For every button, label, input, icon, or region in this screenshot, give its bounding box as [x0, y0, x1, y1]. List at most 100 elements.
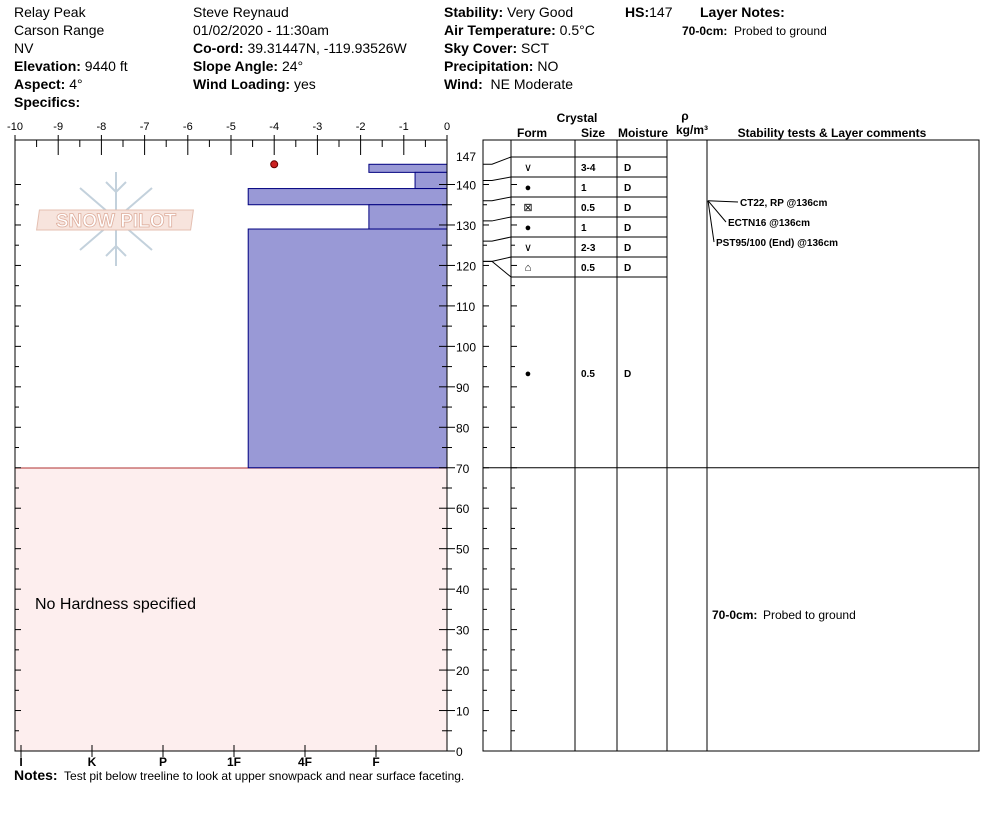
moisture: D	[624, 203, 631, 214]
height-tick-label: 0	[456, 745, 463, 759]
crystal-form-icon: ●	[525, 182, 532, 194]
crystal-size: 0.5	[581, 263, 595, 274]
layer-row: ● 0.5 D	[525, 368, 632, 380]
coord-label: Co-ord:	[193, 40, 244, 56]
hardness-tick-label: P	[159, 755, 167, 769]
observer-name: Steve Reynaud	[193, 4, 289, 20]
header-rho: ρ	[681, 109, 688, 123]
crystal-form-icon: ∨	[524, 162, 532, 174]
temp-tick-label: -7	[140, 121, 150, 133]
coord-value: 39.31447N, -119.93526W	[247, 40, 407, 56]
temp-tick-label: 0	[444, 121, 450, 133]
height-tick-label: 130	[456, 219, 476, 233]
layer-table-frame	[482, 139, 980, 752]
crystal-size: 2-3	[581, 243, 596, 254]
no-hardness-label: No Hardness specified	[35, 596, 196, 613]
height-tick-label: 110	[456, 300, 475, 314]
crystal-size: 0.5	[581, 203, 595, 214]
snow-profile-chart: SNOW PILOT No Hardness specified ∨ 3-4 D ● 1…	[7, 109, 980, 769]
layer-row: ∨ 2-3 D	[524, 242, 631, 254]
height-tick-label: 120	[456, 259, 476, 273]
height-tick-label: 30	[456, 624, 470, 638]
header-crystal: Crystal	[557, 111, 598, 125]
stability-label: Stability:	[444, 4, 504, 20]
stability-row: Stability: Very Good	[444, 3, 595, 21]
site-info: Relay Peak Carson Range NV Elevation: 94…	[14, 3, 128, 111]
elevation-row: Elevation: 9440 ft	[14, 57, 128, 75]
crystal-size: 1	[581, 183, 587, 194]
stability-test-pointer	[707, 200, 739, 203]
layer-notes-entry: 70-0cm: Probed to ground	[682, 24, 827, 38]
hardness-bar-0	[368, 163, 448, 173]
hs-row: HS:147	[625, 3, 672, 21]
moisture: D	[624, 243, 631, 254]
conditions-info: Stability: Very Good Air Temperature: 0.…	[444, 3, 595, 93]
height-tick-label: 20	[456, 664, 470, 678]
wind-loading-row: Wind Loading: yes	[193, 75, 407, 93]
stability-test-pointer	[707, 200, 727, 223]
wind-loading-label: Wind Loading:	[193, 76, 291, 92]
air-temp-value: 0.5°C	[559, 22, 595, 38]
height-tick-label: 60	[456, 502, 470, 516]
notes-row: Notes: Test pit below treeline to look a…	[14, 767, 464, 783]
specifics-row: Specifics:	[14, 93, 128, 111]
elevation-value: 9440 ft	[84, 58, 128, 74]
site-range: Carson Range	[14, 22, 105, 38]
crystal-form-icon: ●	[525, 222, 532, 234]
height-tick-label: 100	[456, 340, 476, 354]
stability-test: PST95/100 (End) @136cm	[716, 238, 838, 249]
hardness-bar-1	[414, 171, 448, 190]
header-size: Size	[581, 126, 605, 140]
crystal-size: 3-4	[581, 163, 596, 174]
aspect-value: 4°	[69, 76, 83, 92]
notes-label: Notes:	[14, 767, 58, 783]
layer-notes-text: Probed to ground	[734, 24, 827, 38]
moisture: D	[624, 263, 631, 274]
sky-value: SCT	[521, 40, 550, 56]
hardness-plot	[14, 139, 448, 752]
hardness-tick-label: I	[19, 755, 22, 769]
height-tick-label: 50	[456, 543, 470, 557]
header-stability-tests: Stability tests & Layer comments	[738, 126, 927, 140]
observer-info: Steve Reynaud 01/02/2020 - 11:30am Co-or…	[193, 3, 407, 93]
temp-tick-label: -1	[399, 121, 409, 133]
site-state: NV	[14, 40, 34, 56]
air-temp-row: Air Temperature: 0.5°C	[444, 21, 595, 39]
slope-label: Slope Angle:	[193, 58, 279, 74]
temp-tick-label: -5	[226, 121, 236, 133]
sky-row: Sky Cover: SCT	[444, 39, 595, 57]
hardness-bar-3	[368, 204, 448, 230]
header-moisture: Moisture	[618, 126, 668, 140]
height-tick-label: 147	[456, 150, 476, 164]
crystal-size: 1	[581, 223, 587, 234]
temperature-point-0	[270, 160, 279, 169]
height-tick-label: 70	[456, 462, 470, 476]
height-tick-label: 10	[456, 705, 470, 719]
header-density-unit: kg/m³	[676, 123, 708, 137]
no-hardness-region	[14, 467, 448, 752]
layer-table: ∨ 3-4 D ● 1 D ⊠ 0.5 D ● 1 D ∨ 2-3 D ⌂ 0.5 D ● 0.5 D	[482, 139, 980, 752]
moisture: D	[624, 183, 631, 194]
hardness-axis: I K P 1F 4F F	[19, 745, 380, 769]
temperature-axis: -10 -9 -8 -7 -6 -5 -4 -3 -2 -1 0	[7, 121, 450, 155]
hs-value: 147	[649, 4, 673, 20]
wind-label: Wind:	[444, 76, 483, 92]
elevation-label: Elevation:	[14, 58, 81, 74]
hardness-bar-2	[247, 188, 448, 206]
wind-loading-value: yes	[293, 76, 316, 92]
hs-label: HS:	[625, 4, 650, 20]
aspect-row: Aspect: 4°	[14, 75, 128, 93]
wind-row: Wind: NE Moderate	[444, 75, 595, 93]
layer-notes-title: Layer Notes:	[700, 4, 785, 20]
layer-row: ⌂ 0.5 D	[525, 262, 632, 274]
precip-label: Precipitation:	[444, 58, 534, 74]
layer-comment-range: 70-0cm:	[712, 608, 757, 622]
layer-row: ⊠ 0.5 D	[523, 202, 631, 214]
hardness-tick-label: 4F	[298, 755, 312, 769]
crystal-form-icon: ∨	[524, 242, 532, 254]
crystal-size: 0.5	[581, 369, 595, 380]
coord-row: Co-ord: 39.31447N, -119.93526W	[193, 39, 407, 57]
hardness-tick-label: F	[372, 755, 379, 769]
layer-comment-text: Probed to ground	[763, 608, 856, 622]
slope-row: Slope Angle: 24°	[193, 57, 407, 75]
